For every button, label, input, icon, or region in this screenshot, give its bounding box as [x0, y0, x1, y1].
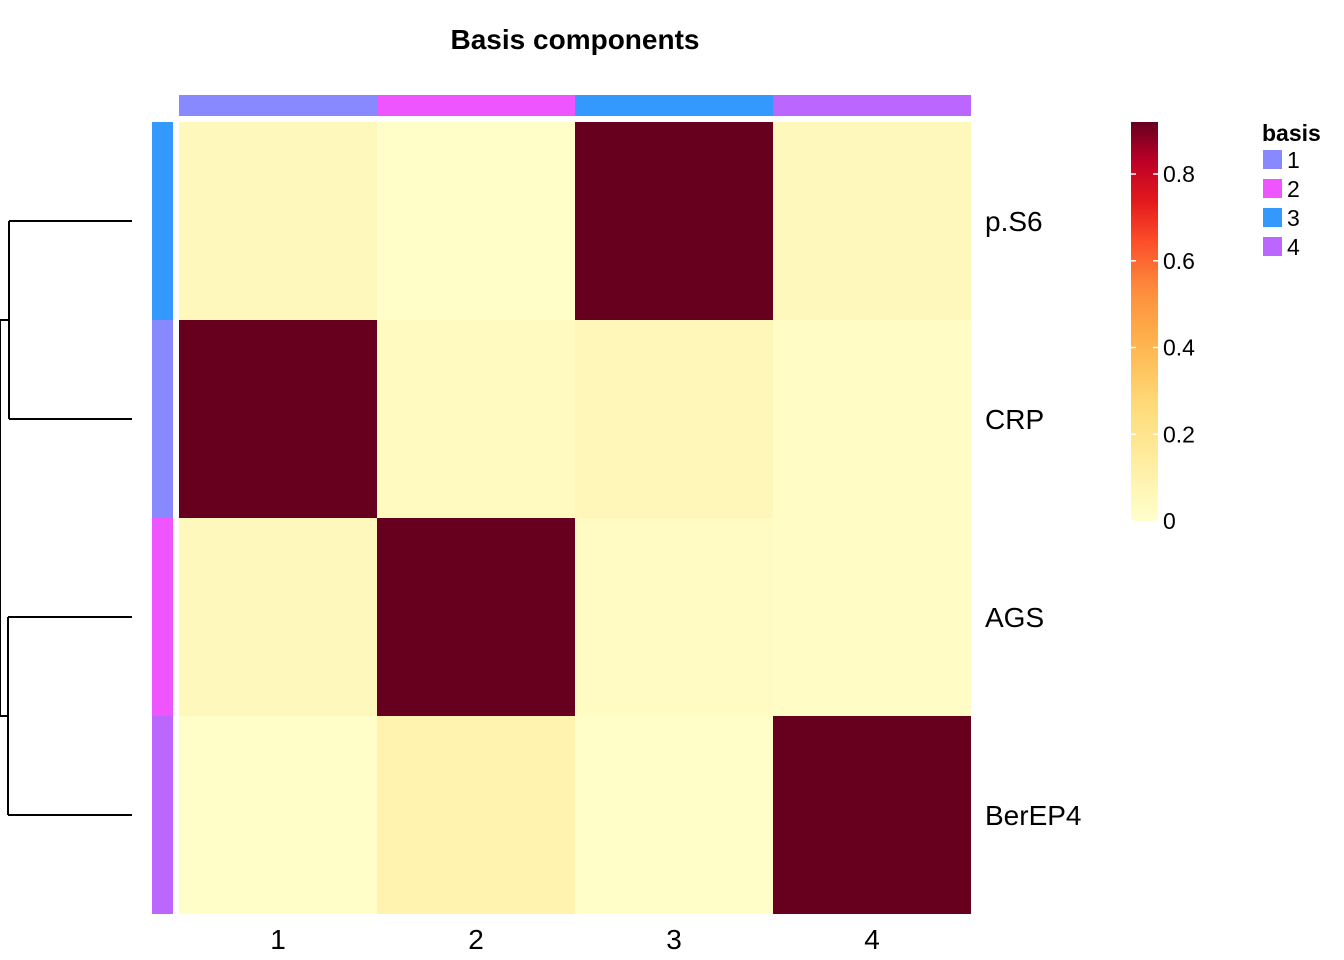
legend-swatch: [1263, 208, 1282, 227]
heatmap-cell: [377, 518, 575, 716]
row-annotation-bar: [152, 122, 173, 914]
legend-title: basis: [1262, 120, 1321, 146]
colorbar-tick-label: 0.2: [1163, 421, 1195, 447]
heatmap-cell: [575, 716, 773, 914]
heatmap-cell: [575, 518, 773, 716]
column-annotation-cell: [575, 95, 773, 116]
column-annotation-cell: [179, 95, 377, 116]
heatmap-cell: [575, 122, 773, 320]
colorbar-gradient: [1131, 122, 1158, 521]
row-labels: p.S6 CRP AGS BerEP4: [985, 206, 1082, 831]
heatmap-cell: [773, 122, 971, 320]
row-annotation-cell: [152, 716, 173, 914]
row-label: CRP: [985, 404, 1044, 435]
row-label: p.S6: [985, 206, 1043, 237]
colorbar-tick-label: 0.8: [1163, 161, 1195, 187]
heatmap-cell: [179, 518, 377, 716]
heatmap-cell: [773, 518, 971, 716]
legend-label: 3: [1287, 205, 1300, 231]
heatmap-cell: [179, 716, 377, 914]
column-labels: 1 2 3 4: [270, 924, 880, 955]
legend-label: 2: [1287, 176, 1300, 202]
heatmap-cell: [179, 122, 377, 320]
heatmap-cell: [377, 320, 575, 518]
column-annotation-cell: [377, 95, 575, 116]
legend-label: 1: [1287, 147, 1300, 173]
colorbar: 0 0.2 0.4 0.6 0.8: [1131, 122, 1195, 534]
column-label: 3: [666, 924, 682, 955]
heatmap-cells: [179, 122, 971, 914]
column-label: 1: [270, 924, 286, 955]
row-annotation-cell: [152, 518, 173, 716]
row-dendrogram: [0, 220, 132, 816]
row-label: AGS: [985, 602, 1044, 633]
chart-title: Basis components: [451, 24, 700, 55]
legend-label: 4: [1287, 234, 1300, 260]
column-annotation-cell: [773, 95, 971, 116]
column-annotation-bar: [179, 95, 971, 116]
column-label: 2: [468, 924, 484, 955]
colorbar-tick-label: 0.6: [1163, 248, 1195, 274]
heatmap-cell: [575, 320, 773, 518]
heatmap-cell: [377, 716, 575, 914]
legend-swatch: [1263, 237, 1282, 256]
legend-swatch: [1263, 150, 1282, 169]
colorbar-tick-label: 0: [1163, 508, 1176, 534]
column-label: 4: [864, 924, 880, 955]
legend-swatch: [1263, 179, 1282, 198]
heatmap-cell: [179, 320, 377, 518]
basis-legend: basis 1 2 3 4: [1262, 120, 1321, 260]
row-annotation-cell: [152, 320, 173, 518]
heatmap-cell: [377, 122, 575, 320]
heatmap-cell: [773, 320, 971, 518]
colorbar-tick-label: 0.4: [1163, 335, 1195, 361]
heatmap-cell: [773, 716, 971, 914]
row-annotation-cell: [152, 122, 173, 320]
row-label: BerEP4: [985, 800, 1082, 831]
